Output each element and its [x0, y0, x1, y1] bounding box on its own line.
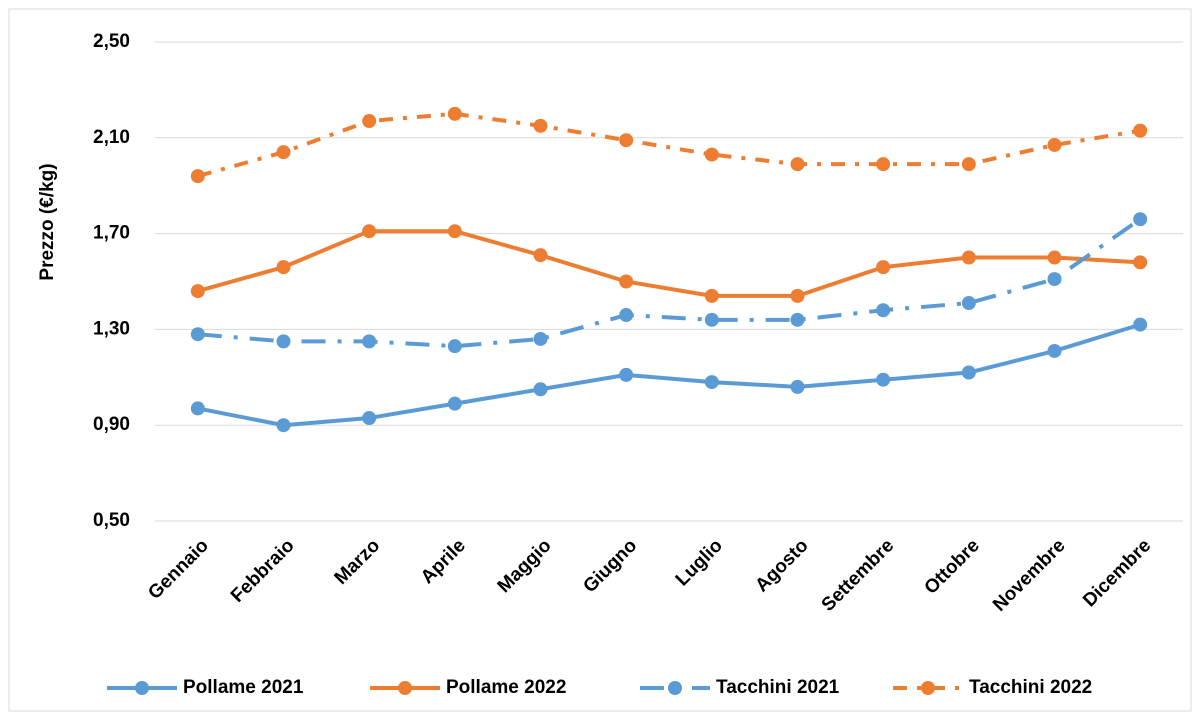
data-point: [619, 308, 634, 323]
legend-label: Pollame 2022: [446, 677, 566, 698]
data-point: [876, 372, 891, 387]
y-tick-label: 0,90: [93, 414, 130, 435]
data-point: [1133, 255, 1148, 270]
data-point: [447, 339, 462, 354]
data-point: [619, 274, 634, 289]
data-point: [704, 147, 719, 162]
data-point: [190, 284, 205, 299]
chart-border: [8, 8, 1192, 712]
data-point: [1047, 137, 1062, 152]
data-point: [190, 327, 205, 342]
data-point: [961, 157, 976, 172]
legend-label: Tacchini 2022: [969, 677, 1092, 698]
series-line: [197, 322, 1141, 428]
data-point: [790, 288, 805, 303]
data-point: [447, 224, 462, 239]
data-point: [1133, 123, 1148, 138]
data-point: [619, 133, 634, 148]
y-tick-label: 1,70: [93, 223, 130, 244]
data-point: [533, 118, 548, 133]
data-point: [447, 106, 462, 121]
data-point: [876, 260, 891, 275]
data-point: [1133, 212, 1148, 227]
y-tick-label: 0,50: [93, 510, 130, 531]
y-tick-label: 2,50: [93, 31, 130, 52]
data-point: [1047, 272, 1062, 287]
legend-marker: [921, 681, 935, 695]
data-point: [276, 418, 291, 433]
data-point: [276, 334, 291, 349]
data-point: [190, 169, 205, 184]
y-tick-label: 2,10: [93, 127, 130, 148]
data-point: [1047, 250, 1062, 265]
data-point: [961, 250, 976, 265]
data-point: [790, 379, 805, 394]
data-point: [704, 312, 719, 327]
y-axis-label: Prezzo (€/kg): [37, 163, 58, 280]
data-point: [961, 365, 976, 380]
data-point: [1133, 317, 1148, 332]
data-point: [704, 288, 719, 303]
data-point: [876, 303, 891, 318]
data-point: [790, 157, 805, 172]
legend-label: Pollame 2021: [183, 677, 304, 698]
data-point: [790, 312, 805, 327]
legend-label: Tacchini 2021: [716, 677, 840, 698]
legend-marker: [398, 681, 412, 695]
series-line: [197, 229, 1141, 298]
data-point: [362, 224, 377, 239]
data-point: [190, 401, 205, 416]
data-point: [533, 248, 548, 263]
data-point: [961, 296, 976, 311]
data-point: [533, 382, 548, 397]
legend-marker: [668, 681, 682, 695]
data-point: [362, 411, 377, 426]
legend-marker: [135, 681, 149, 695]
data-point: [447, 396, 462, 411]
data-point: [362, 334, 377, 349]
data-point: [619, 367, 634, 382]
series-line: [197, 111, 1141, 179]
data-point: [362, 114, 377, 129]
data-point: [704, 375, 719, 390]
series-line: [197, 217, 1142, 349]
y-tick-label: 1,30: [93, 318, 130, 339]
data-point: [876, 157, 891, 172]
data-point: [1047, 343, 1062, 358]
data-point: [533, 331, 548, 346]
data-point: [276, 260, 291, 275]
data-point: [276, 145, 291, 160]
